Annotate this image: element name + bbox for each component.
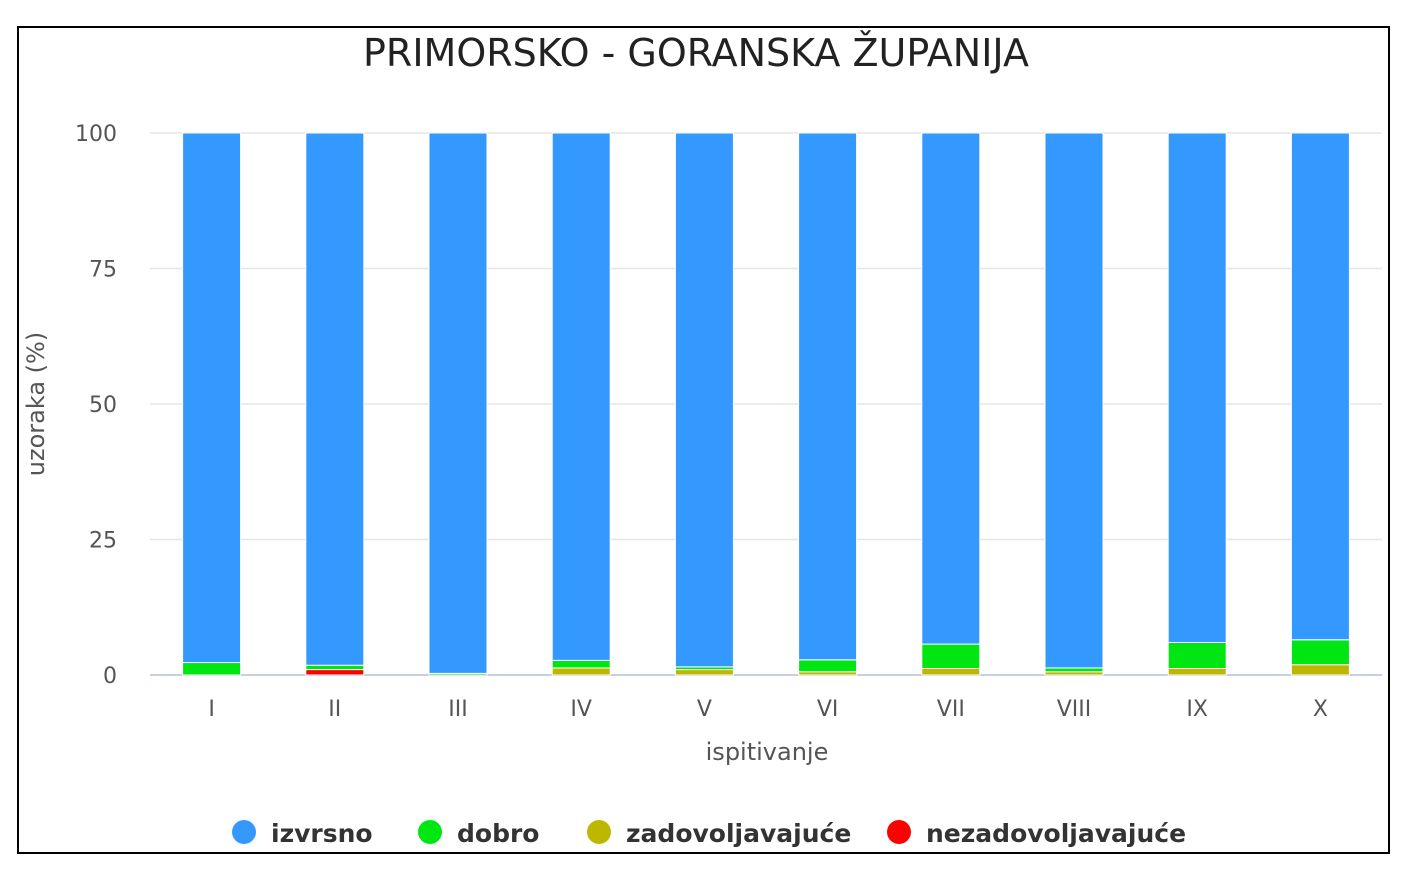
x-tick-labels: I II III IV V VI VII VIII IX X <box>208 697 1328 722</box>
legend-label: zadovoljavajuće <box>626 819 851 848</box>
legend-marker <box>418 820 442 844</box>
legend-marker <box>587 820 611 844</box>
legend-item[interactable]: izvrsno <box>232 819 373 848</box>
y-tick-label: 25 <box>89 529 117 554</box>
y-axis-title: uzoraka (%) <box>22 332 50 476</box>
x-tick-label: X <box>1313 697 1328 722</box>
bar-segment[interactable] <box>551 659 611 669</box>
bar-segment[interactable] <box>921 667 981 676</box>
legend-label: izvrsno <box>271 819 373 848</box>
y-tick-labels: 0 25 50 75 100 <box>75 122 117 689</box>
bar-segment[interactable] <box>921 643 981 669</box>
bar-segment[interactable] <box>182 132 242 664</box>
bar-segment[interactable] <box>1290 664 1350 676</box>
y-tick-label: 75 <box>89 258 117 283</box>
x-tick-label: I <box>208 697 215 722</box>
bar-layer <box>182 132 1350 676</box>
chart-title: PRIMORSKO - GORANSKA ŽUPANIJA <box>363 31 1029 75</box>
legend-label: dobro <box>457 819 539 848</box>
bar-segment[interactable] <box>1044 132 1104 669</box>
x-tick-label: VII <box>937 697 965 722</box>
bar-segment[interactable] <box>1167 667 1227 676</box>
bar-segment[interactable] <box>428 132 488 674</box>
legend: izvrsno dobro zadovoljavajuće nezadovoljava… <box>232 819 1186 848</box>
legend-item[interactable]: zadovoljavajuće <box>587 819 851 848</box>
x-axis-title: ispitivanje <box>706 738 829 766</box>
bar-segment[interactable] <box>305 664 365 671</box>
bar-segment[interactable] <box>798 659 858 673</box>
bar-segment[interactable] <box>1290 639 1350 666</box>
bar-segment[interactable] <box>1044 667 1104 673</box>
y-tick-label: 0 <box>103 664 117 689</box>
x-tick-label: VI <box>817 697 839 722</box>
y-tick-label: 100 <box>75 122 117 147</box>
legend-item[interactable]: dobro <box>418 819 539 848</box>
bar-segment[interactable] <box>305 132 365 666</box>
bar-segment[interactable] <box>1167 641 1227 669</box>
bar-segment[interactable] <box>551 132 611 661</box>
bar-segment[interactable] <box>674 132 734 668</box>
legend-marker <box>887 820 911 844</box>
bar-segment[interactable] <box>921 132 981 645</box>
legend-marker <box>232 820 256 844</box>
legend-item[interactable]: nezadovoljavajuće <box>887 819 1186 848</box>
bar-segment[interactable] <box>551 667 611 676</box>
x-tick-label: V <box>697 697 712 722</box>
bar-segment[interactable] <box>798 132 858 661</box>
bar-segment[interactable] <box>674 669 734 676</box>
bar-segment[interactable] <box>1167 132 1227 643</box>
x-tick-label: IX <box>1186 697 1208 722</box>
bar-segment[interactable] <box>1290 132 1350 641</box>
x-tick-label: II <box>328 697 341 722</box>
x-tick-label: VIII <box>1057 697 1092 722</box>
x-tick-label: IV <box>570 697 592 722</box>
bar-segment[interactable] <box>182 662 242 676</box>
legend-label: nezadovoljavajuće <box>926 819 1186 848</box>
bar-segment[interactable] <box>305 669 365 676</box>
y-tick-label: 50 <box>89 393 117 418</box>
x-tick-label: III <box>448 697 467 722</box>
